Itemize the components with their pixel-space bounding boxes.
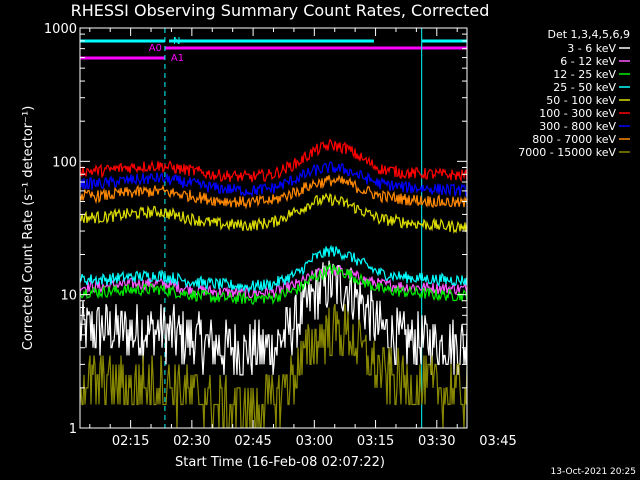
flag-a0-label: A0 (149, 43, 162, 54)
legend-label: 7000 - 15000 keV (518, 146, 616, 159)
legend-label: 6 - 12 keV (560, 55, 616, 68)
series-line (80, 244, 467, 294)
x-tick-label: 02:45 (234, 434, 271, 449)
series-line (80, 260, 467, 376)
flag-a1-label: A1 (171, 53, 184, 64)
chart-title: RHESSI Observing Summary Count Rates, Co… (71, 1, 490, 20)
y-tick-label: 1 (69, 422, 77, 437)
x-tick-label: 03:45 (479, 434, 516, 449)
date-stamp: 13-Oct-2021 20:25 (551, 467, 636, 477)
x-tick-label: 02:15 (112, 434, 149, 449)
series-line (80, 303, 467, 428)
x-tick-label: 03:30 (418, 434, 455, 449)
legend-title: Det 1,3,4,5,6,9 (547, 28, 630, 41)
y-axis-label: Corrected Count Rate (s⁻¹ detector⁻¹) (21, 106, 36, 351)
y-tick-label: 10 (60, 289, 77, 304)
legend-label: 300 - 800 keV (539, 120, 616, 133)
series-line (80, 161, 467, 198)
x-tick-label: 03:00 (296, 434, 333, 449)
y-tick-label: 1000 (44, 22, 77, 37)
legend-label: 50 - 100 keV (546, 94, 616, 107)
legend-label: 800 - 7000 keV (532, 133, 616, 146)
series-line (80, 264, 467, 300)
legend-label: 25 - 50 keV (553, 81, 616, 94)
y-tick-label: 100 (52, 155, 77, 170)
legend-label: 12 - 25 keV (553, 68, 616, 81)
series-line (80, 173, 467, 210)
x-tick-label: 02:30 (173, 434, 210, 449)
flag-n-label: N (173, 36, 180, 47)
x-axis-label: Start Time (16-Feb-08 02:07:22) (175, 455, 385, 470)
legend-label: 100 - 300 keV (539, 107, 616, 120)
series-line (80, 192, 467, 234)
series-line (80, 262, 467, 306)
legend-label: 3 - 6 keV (567, 42, 616, 55)
x-tick-label: 03:15 (357, 434, 394, 449)
series-line (80, 138, 467, 183)
